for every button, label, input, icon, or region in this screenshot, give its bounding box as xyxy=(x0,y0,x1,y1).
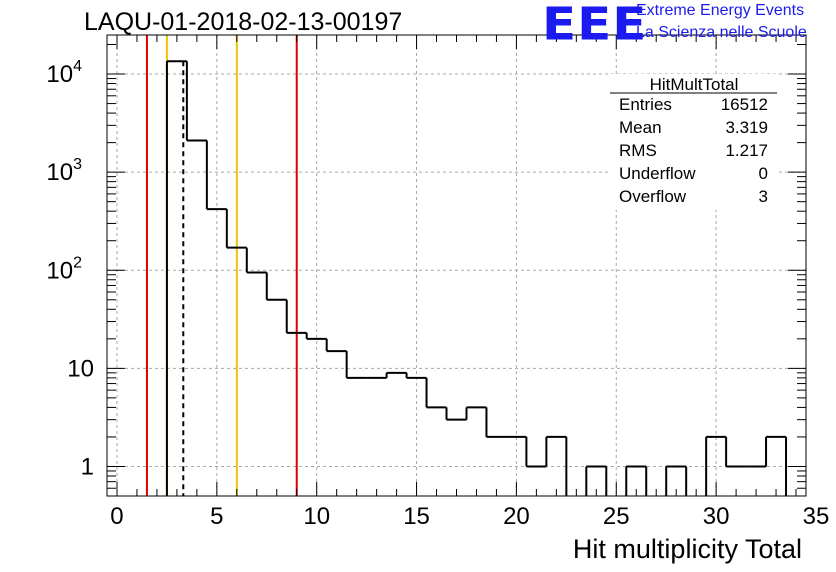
stats-box-bg xyxy=(608,74,779,210)
stats-value-entries: 16512 xyxy=(721,95,768,114)
y-tick-exponent: 3 xyxy=(73,156,82,173)
stats-label-underflow: Underflow xyxy=(619,164,696,183)
y-tick-label: 102 xyxy=(46,254,82,284)
x-tick-label: 25 xyxy=(603,503,630,530)
stats-box: HitMultTotal Entries 16512 Mean 3.319 RM… xyxy=(608,74,779,210)
stats-label-entries: Entries xyxy=(619,95,672,114)
logo-caption-line1: Extreme Energy Events xyxy=(636,2,805,19)
x-tick-label: 0 xyxy=(110,503,123,530)
stats-label-rms: RMS xyxy=(619,141,657,160)
histogram-bins xyxy=(165,60,788,496)
y-tick-label: 1 xyxy=(81,453,94,480)
stats-value-overflow: 3 xyxy=(759,187,768,206)
plot-title: LAQU-01-2018-02-13-00197 xyxy=(84,8,403,36)
stats-value-rms: 1.217 xyxy=(725,141,768,160)
eee-logo: EEE xyxy=(542,0,648,51)
x-tick-label: 35 xyxy=(803,503,830,530)
stats-label-mean: Mean xyxy=(619,118,662,137)
stats-title: HitMultTotal xyxy=(650,75,739,94)
x-tick-label: 20 xyxy=(503,503,530,530)
y-tick-label: 10 xyxy=(67,355,94,382)
stats-value-mean: 3.319 xyxy=(725,118,768,137)
x-tick-label: 30 xyxy=(703,503,730,530)
x-tick-label: 15 xyxy=(403,503,430,530)
x-axis-label: Hit multiplicity Total xyxy=(572,534,802,564)
y-tick-label: 104 xyxy=(46,58,82,88)
x-tick-label: 5 xyxy=(210,503,223,530)
axis-ticks xyxy=(107,35,806,496)
y-tick-exponent: 2 xyxy=(73,254,82,271)
stats-value-underflow: 0 xyxy=(759,164,768,183)
x-tick-label: 10 xyxy=(303,503,330,530)
y-tick-label: 103 xyxy=(46,156,82,186)
logo-caption-line2: La Scienza nelle Scuole xyxy=(636,24,807,41)
y-tick-exponent: 4 xyxy=(73,58,82,75)
plot-frame xyxy=(106,34,807,497)
stats-label-overflow: Overflow xyxy=(619,187,687,206)
